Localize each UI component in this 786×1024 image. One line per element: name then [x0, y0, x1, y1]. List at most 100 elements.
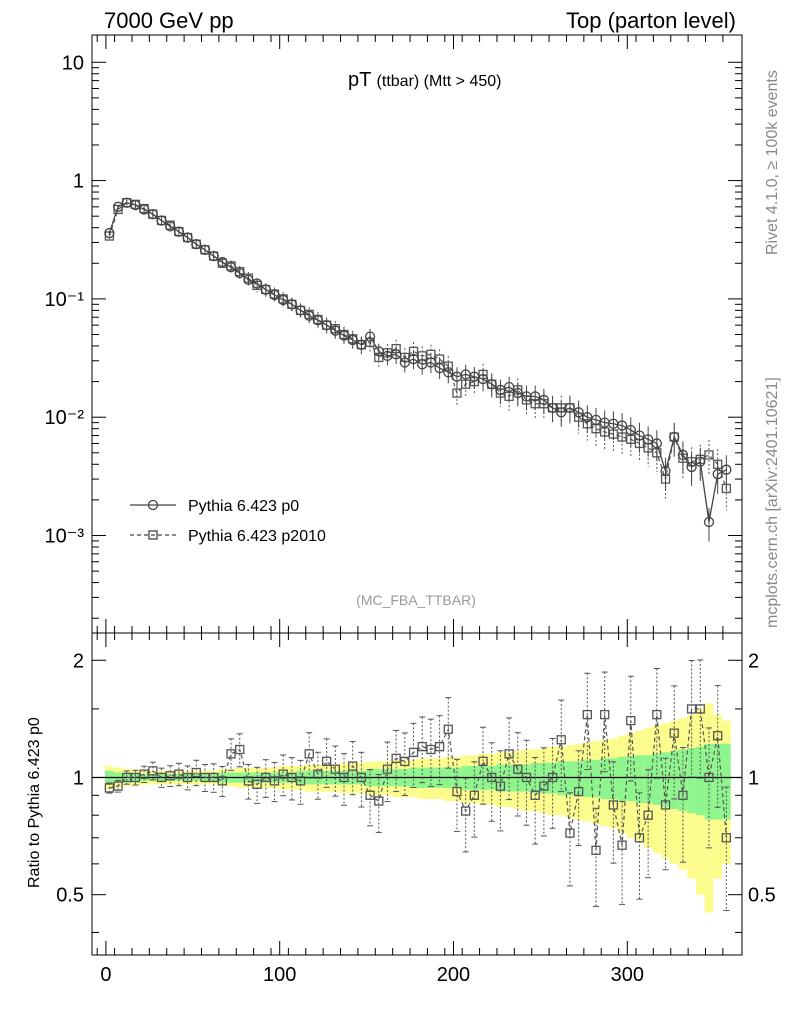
ratio-marker-p2010 — [461, 806, 471, 816]
ratio-marker-p2010 — [252, 779, 262, 790]
main-y-tick-label: 10⁻³ — [45, 526, 85, 548]
ratio-marker-p2010 — [695, 704, 705, 714]
point-marker-p0 — [173, 226, 185, 237]
ratio-y-tick-label-right: 0.5 — [748, 885, 776, 907]
ratio-band-inner — [635, 755, 644, 803]
ratio-marker-p2010 — [391, 753, 401, 763]
point-marker-p0 — [564, 402, 576, 413]
analysis-label: (MC_FBA_TTBAR) — [356, 592, 476, 608]
ratio-marker-p2010 — [669, 728, 679, 738]
point-marker-p0 — [304, 310, 315, 321]
point-marker-p0 — [721, 464, 732, 475]
point-marker-p0 — [399, 357, 410, 368]
point-marker-p0 — [243, 274, 254, 285]
ratio-marker-p2010 — [165, 771, 175, 781]
point-marker-p0 — [547, 402, 558, 413]
ratio-marker-p2010 — [304, 749, 314, 759]
ratio-marker-p2010 — [217, 776, 227, 786]
ratio-marker-p2010 — [452, 786, 462, 797]
ratio-marker-p2010 — [191, 767, 201, 778]
ratio-marker-p2010 — [504, 749, 514, 759]
ratio-band-inner — [695, 746, 705, 816]
point-marker-p0 — [251, 278, 263, 289]
ratio-uncertainty-bands — [92, 703, 742, 913]
ratio-marker-p2010 — [547, 772, 558, 783]
point-marker-p0 — [695, 456, 706, 467]
point-marker-p0 — [642, 434, 654, 445]
ratio-marker-p2010 — [174, 769, 184, 779]
point-marker-p0 — [677, 449, 689, 461]
point-marker-p0 — [651, 438, 662, 449]
ratio-marker-p2010 — [721, 833, 732, 843]
ratio-marker-p2010 — [443, 724, 453, 734]
point-marker-p0 — [182, 232, 193, 243]
point-marker-p0 — [425, 357, 437, 368]
point-marker-p0 — [634, 430, 645, 441]
x-tick-label: 200 — [437, 964, 470, 986]
main-data-series — [104, 197, 732, 542]
ratio-band-inner — [565, 761, 575, 796]
point-marker-p0 — [573, 407, 584, 418]
point-marker-p0 — [269, 289, 280, 301]
ratio-marker-p2010 — [295, 776, 306, 786]
point-marker-p0 — [347, 334, 358, 346]
ratio-marker-p2010 — [330, 764, 340, 774]
ratio-marker-p2010 — [209, 772, 219, 783]
point-marker-p0 — [712, 469, 723, 480]
ratio-marker-p2010 — [556, 735, 566, 745]
ratio-marker-p2010 — [374, 796, 384, 806]
point-marker-p0 — [225, 262, 237, 273]
point-marker-p0 — [364, 331, 376, 342]
plot-title-sub: (ttbar) (Mtt > 450) — [377, 73, 502, 90]
ratio-marker-p2010 — [235, 744, 245, 755]
ratio-band-inner — [687, 748, 696, 814]
x-axis-ticks: 0 100 200 300 — [96, 35, 724, 986]
ratio-marker-p2010 — [104, 783, 115, 793]
ratio-y-tick-label-left: 2 — [73, 650, 84, 672]
ratio-marker-p2010 — [348, 761, 358, 771]
legend-marker-p2010 — [148, 530, 158, 540]
point-marker-p0 — [278, 294, 289, 306]
ratio-band-inner — [652, 753, 662, 805]
point-marker-p0 — [286, 299, 298, 310]
legend-entry-p0: Pythia 6.423 p0 — [130, 498, 299, 515]
ratio-marker-p2010 — [713, 731, 723, 741]
point-marker-p0 — [503, 381, 515, 393]
point-marker-p0 — [112, 201, 124, 212]
legend-marker-p0 — [147, 499, 159, 511]
ratio-marker-p2010 — [200, 772, 210, 783]
ratio-marker-p2010 — [139, 769, 149, 779]
legend-label-p0: Pythia 6.423 p0 — [188, 498, 299, 515]
point-marker-p0 — [338, 330, 350, 341]
ratio-marker-p2010 — [608, 800, 619, 810]
ratio-marker-p2010 — [434, 741, 445, 752]
main-plot-panel: pT (ttbar) (Mtt > 450) (MC_FBA_TTBAR) 10… — [45, 34, 743, 634]
point-marker-p2010 — [704, 450, 714, 460]
point-marker-p0 — [669, 431, 680, 443]
ratio-y-tick-label-left: 1 — [73, 767, 84, 789]
ratio-marker-p2010 — [469, 790, 480, 800]
ratio-marker-p2010 — [261, 772, 271, 783]
ratio-marker-p2010 — [539, 781, 549, 791]
ratio-plot-frame — [91, 632, 743, 956]
main-y-tick-label: 1 — [73, 171, 84, 193]
point-marker-p0 — [234, 268, 245, 279]
ratio-band-inner — [600, 758, 610, 800]
point-marker-p0 — [512, 387, 523, 399]
ratio-marker-p2010 — [339, 772, 349, 783]
point-marker-p0 — [530, 391, 541, 402]
ratio-marker-p2010 — [287, 772, 297, 783]
ratio-band-inner — [556, 761, 566, 796]
plot-title: pT (ttbar) (Mtt > 450) — [348, 69, 501, 91]
ratio-marker-p2010 — [600, 709, 610, 720]
point-marker-p0 — [356, 339, 367, 350]
ratio-marker-p2010 — [356, 772, 367, 783]
ratio-marker-p2010 — [182, 772, 193, 783]
ratio-marker-p2010 — [521, 772, 532, 783]
ratio-marker-p2010 — [382, 764, 393, 774]
point-marker-p0 — [104, 227, 115, 239]
ratio-marker-p2010 — [417, 741, 427, 752]
ratio-marker-p2010 — [122, 772, 132, 783]
ratio-band-inner — [722, 743, 731, 820]
